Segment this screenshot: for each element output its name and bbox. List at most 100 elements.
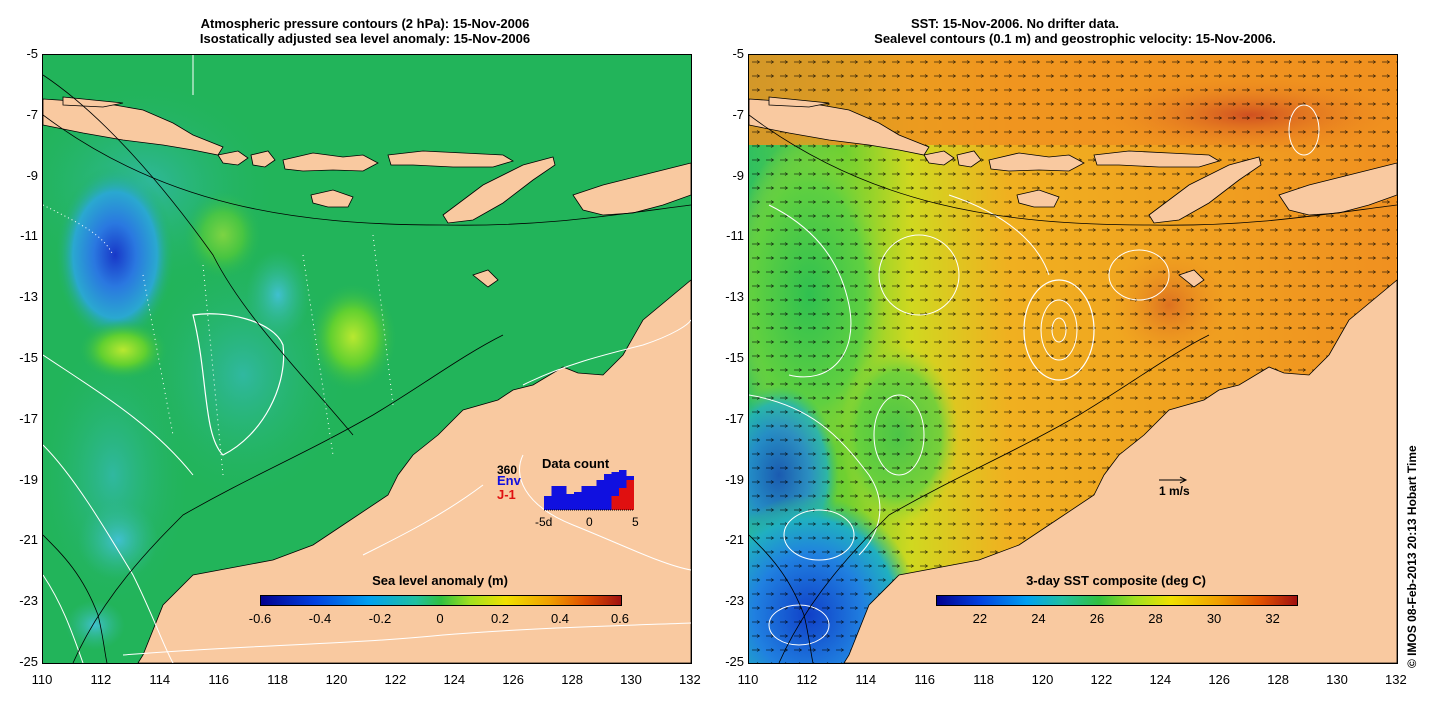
data-count-chart: Data count 360 Env J-1 -5d 0 5 <box>497 456 647 529</box>
sumbawa-island <box>282 152 379 172</box>
right-y-tick: -5 <box>732 46 744 61</box>
sst-map-svg <box>749 55 1397 663</box>
left-y-tick: -17 <box>19 410 38 426</box>
right-x-tick: 116 <box>914 672 936 687</box>
right-y-tick: -17 <box>725 410 744 426</box>
env-count-bar <box>566 494 574 510</box>
right-y-tick: -7 <box>732 106 744 122</box>
legend-j1: J-1 <box>497 487 516 502</box>
env-count-bar <box>596 480 604 510</box>
data-count-bars <box>544 470 634 511</box>
dc-tick-5: 5 <box>632 515 639 529</box>
colorbar-tick: -0.2 <box>368 611 392 626</box>
sea-level-colorbar <box>260 595 622 606</box>
left-x-tick: 128 <box>561 672 583 687</box>
data-count-title: Data count <box>542 456 610 471</box>
right-x-tick: 118 <box>973 672 994 687</box>
left-x-tick: 122 <box>384 672 407 687</box>
left-y-tick: -25 <box>19 654 38 669</box>
left-x-tick: 116 <box>208 672 230 687</box>
right-y-tick: -19 <box>725 471 744 487</box>
left-y-tick: -23 <box>19 593 38 609</box>
right-x-tick: 132 <box>1385 672 1407 687</box>
right-x-tick: 114 <box>855 672 877 687</box>
sst-colorbar <box>936 595 1298 606</box>
imos-credit: © IMOS 08-Feb-2013 20:13 Hobart Time <box>1405 445 1419 668</box>
left-x-tick: 112 <box>90 672 112 687</box>
colorbar-tick: 26 <box>1089 611 1105 626</box>
left-y-tick: -5 <box>26 46 38 61</box>
timor-island <box>442 156 556 224</box>
dc-tick-neg5: -5d <box>535 515 553 529</box>
left-colorbar-title: Sea level anomaly (m) <box>372 573 508 588</box>
env-count-bar <box>581 486 589 510</box>
env-count-bar <box>574 492 582 510</box>
left-y-tick: -11 <box>20 228 38 244</box>
left-title-line2: Isostatically adjusted sea level anomaly… <box>199 31 531 46</box>
right-x-tick: 128 <box>1267 672 1289 687</box>
j1-count-bar <box>611 496 619 510</box>
australia-land-sst <box>843 279 1397 663</box>
sumba-island <box>310 189 354 208</box>
right-x-tick: 130 <box>1326 672 1348 687</box>
left-x-tick: 132 <box>679 672 701 687</box>
colorbar-tick: 32 <box>1265 611 1280 626</box>
colorbar-tick: 0 <box>436 611 444 626</box>
java-island <box>43 98 224 156</box>
env-count-bar <box>551 486 559 510</box>
right-x-tick: 120 <box>1031 672 1054 687</box>
colorbar-tick: 0.2 <box>490 611 510 626</box>
env-count-bar <box>589 486 597 510</box>
env-count-bar <box>604 474 612 510</box>
j1-count-bar <box>626 480 634 510</box>
velocity-scale-label: 1 m/s <box>1159 484 1190 498</box>
left-y-tick: -15 <box>19 350 38 365</box>
right-x-tick: 122 <box>1090 672 1113 687</box>
right-x-tick: 124 <box>1149 672 1172 687</box>
sea-level-map-svg <box>43 55 691 663</box>
left-y-tick: -9 <box>26 167 38 183</box>
data-count-max: 360 <box>497 463 518 477</box>
right-y-tick: -11 <box>726 228 744 244</box>
colorbar-tick: 0.6 <box>610 611 630 626</box>
right-colorbar-title: 3-day SST composite (deg C) <box>1026 573 1206 588</box>
right-title-line2: Sealevel contours (0.1 m) and geostrophi… <box>874 31 1276 46</box>
legend-env: Env <box>497 473 521 488</box>
left-x-tick: 120 <box>325 672 348 687</box>
right-x-tick: 112 <box>796 672 818 687</box>
left-y-tick: -21 <box>19 532 38 548</box>
left-x-tick: 130 <box>620 672 642 687</box>
low-anomaly-eddy <box>55 165 175 345</box>
left-y-tick: -7 <box>26 106 38 122</box>
right-y-tick: -25 <box>725 654 744 669</box>
colorbar-tick: 28 <box>1148 611 1163 626</box>
left-y-tick: -13 <box>19 289 38 305</box>
left-x-tick: 124 <box>443 672 466 687</box>
right-title-line1: SST: 15-Nov-2006. No drifter data. <box>910 16 1120 31</box>
j1-count-bar <box>619 488 627 510</box>
colorbar-tick: 0.4 <box>550 611 570 626</box>
colorbar-tick: -0.4 <box>308 611 332 626</box>
left-x-tick: 126 <box>502 672 525 687</box>
left-x-tick: 110 <box>31 672 53 687</box>
right-x-tick: 126 <box>1208 672 1231 687</box>
env-count-bar <box>559 486 567 510</box>
australia-land <box>137 279 691 663</box>
left-y-tick: -19 <box>19 471 38 487</box>
colorbar-tick: 22 <box>972 611 988 626</box>
env-count-bar <box>611 472 619 510</box>
colorbar-tick: 30 <box>1206 611 1222 626</box>
dc-tick-0: 0 <box>586 515 593 529</box>
env-count-bar <box>544 496 552 510</box>
colorbar-tick: 24 <box>1031 611 1046 626</box>
right-y-tick: -15 <box>725 350 744 365</box>
right-y-tick: -13 <box>725 289 744 305</box>
sea-level-map <box>42 54 692 664</box>
flores-island <box>387 150 514 168</box>
sst-map: 1 m/s <box>748 54 1398 664</box>
right-y-tick: -23 <box>725 593 744 609</box>
bali-island <box>217 150 249 166</box>
right-y-tick: -21 <box>725 532 744 548</box>
java-island-sst <box>749 98 930 156</box>
right-y-tick: -9 <box>732 167 744 183</box>
